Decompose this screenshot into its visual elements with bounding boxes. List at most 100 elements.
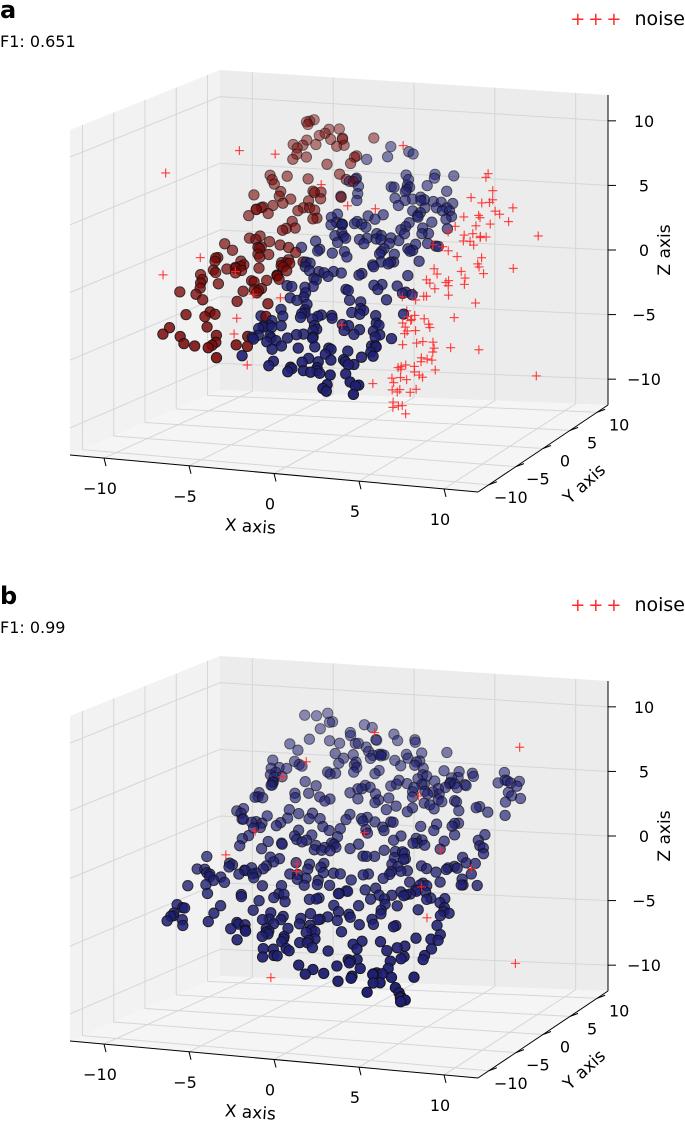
cluster-red-point	[335, 191, 347, 203]
cluster-point	[214, 900, 227, 912]
x-tick-label: 5	[350, 502, 360, 521]
cluster-point	[276, 838, 288, 850]
cluster-red-point	[314, 193, 327, 205]
cluster-point	[352, 900, 365, 912]
cluster-point	[406, 791, 419, 803]
cluster-point	[420, 862, 433, 875]
noise-point	[234, 146, 244, 156]
cluster-point	[353, 269, 365, 281]
z-tick-label: −10	[627, 956, 661, 975]
cluster-red-point	[302, 118, 314, 131]
cluster-red-point	[292, 205, 304, 217]
cluster-red-point	[273, 273, 285, 285]
gridline-z	[69, 162, 609, 226]
noise-point	[436, 845, 446, 855]
gridline-x	[103, 658, 253, 1045]
cluster-point	[309, 341, 321, 353]
cluster-red-point	[302, 173, 314, 185]
cluster-point	[416, 228, 428, 240]
y-tick-label: 5	[587, 1019, 597, 1038]
cluster-point	[412, 904, 424, 916]
cluster-point	[338, 324, 350, 337]
noise-point	[230, 267, 240, 277]
noise-point	[466, 864, 476, 874]
noise-point	[459, 212, 469, 222]
gridline-y	[207, 75, 598, 413]
cluster-point	[324, 845, 336, 857]
panel-label: b	[0, 582, 18, 610]
cluster-point	[387, 921, 400, 933]
cluster-point	[404, 876, 416, 888]
cluster-point	[344, 787, 356, 799]
noise-point	[301, 757, 311, 767]
cluster-point	[201, 850, 213, 863]
y-tick	[488, 481, 498, 486]
panel-b: −10 −5 0 5 10 −10 −5 0 5 10 −10 −5 0 5 10 X axis Y axis Z…	[0, 582, 685, 1123]
cluster-point	[360, 221, 372, 233]
y-tick-label: 10	[609, 415, 629, 434]
noise-point	[474, 210, 484, 220]
x-tick	[358, 481, 362, 490]
gridline-y	[175, 673, 571, 1017]
noise-point	[430, 284, 440, 294]
cluster-point	[375, 908, 387, 920]
gridline-z	[69, 362, 609, 429]
cluster-point	[448, 829, 461, 841]
cluster-red-point	[277, 197, 289, 209]
cluster-red-point	[290, 246, 302, 259]
cluster-point	[426, 216, 438, 228]
cluster-point	[428, 824, 440, 837]
cluster-point	[290, 857, 302, 869]
noise-point	[221, 850, 231, 860]
noise-point	[515, 742, 525, 752]
x-tick	[273, 473, 277, 482]
y-tick	[596, 994, 606, 999]
cluster-red-point	[281, 170, 293, 182]
cluster-point	[364, 752, 377, 765]
noise-point	[370, 728, 380, 738]
legend-label-noise: noise	[634, 8, 685, 30]
x-tick	[188, 465, 192, 474]
cluster-point	[343, 957, 356, 969]
noise-point	[443, 227, 453, 237]
cluster-point	[380, 803, 392, 816]
y-tick	[569, 1012, 579, 1017]
cluster-point	[499, 809, 511, 822]
cluster-point	[266, 343, 278, 355]
noise-point	[446, 343, 456, 353]
noise-point	[490, 206, 500, 216]
noise-point	[444, 290, 454, 300]
cluster-point	[381, 944, 393, 957]
noise-point	[411, 295, 421, 305]
gridline-y	[113, 698, 516, 1054]
cluster-point	[247, 333, 260, 345]
cluster-point	[377, 872, 389, 885]
cluster-point	[256, 880, 269, 892]
noise-point	[387, 385, 397, 395]
z-tick-label: 0	[639, 241, 649, 260]
cluster-point	[352, 793, 364, 805]
noise-point	[425, 278, 435, 288]
noise-point	[456, 266, 466, 276]
x-axis-label: X axis	[224, 515, 277, 539]
noise-point	[428, 337, 438, 347]
cluster-red-point	[261, 274, 273, 287]
cluster-point	[441, 746, 453, 759]
cluster-red-point	[243, 209, 255, 222]
x-tick	[273, 1059, 277, 1068]
noise-point	[495, 209, 505, 219]
cluster-point	[322, 270, 334, 283]
cluster-point	[415, 820, 427, 833]
noise-point	[398, 340, 408, 350]
cluster-point	[383, 792, 395, 804]
cluster-red-point	[202, 342, 214, 354]
cluster-point	[312, 245, 324, 257]
noise-point	[429, 343, 439, 353]
cluster-red-point	[276, 224, 289, 236]
cluster-point	[304, 907, 317, 920]
gridline-z	[69, 948, 609, 1015]
cluster-point	[277, 310, 289, 322]
cluster-point	[182, 880, 194, 892]
cluster-red-point	[219, 238, 231, 250]
cluster-point	[341, 251, 353, 263]
